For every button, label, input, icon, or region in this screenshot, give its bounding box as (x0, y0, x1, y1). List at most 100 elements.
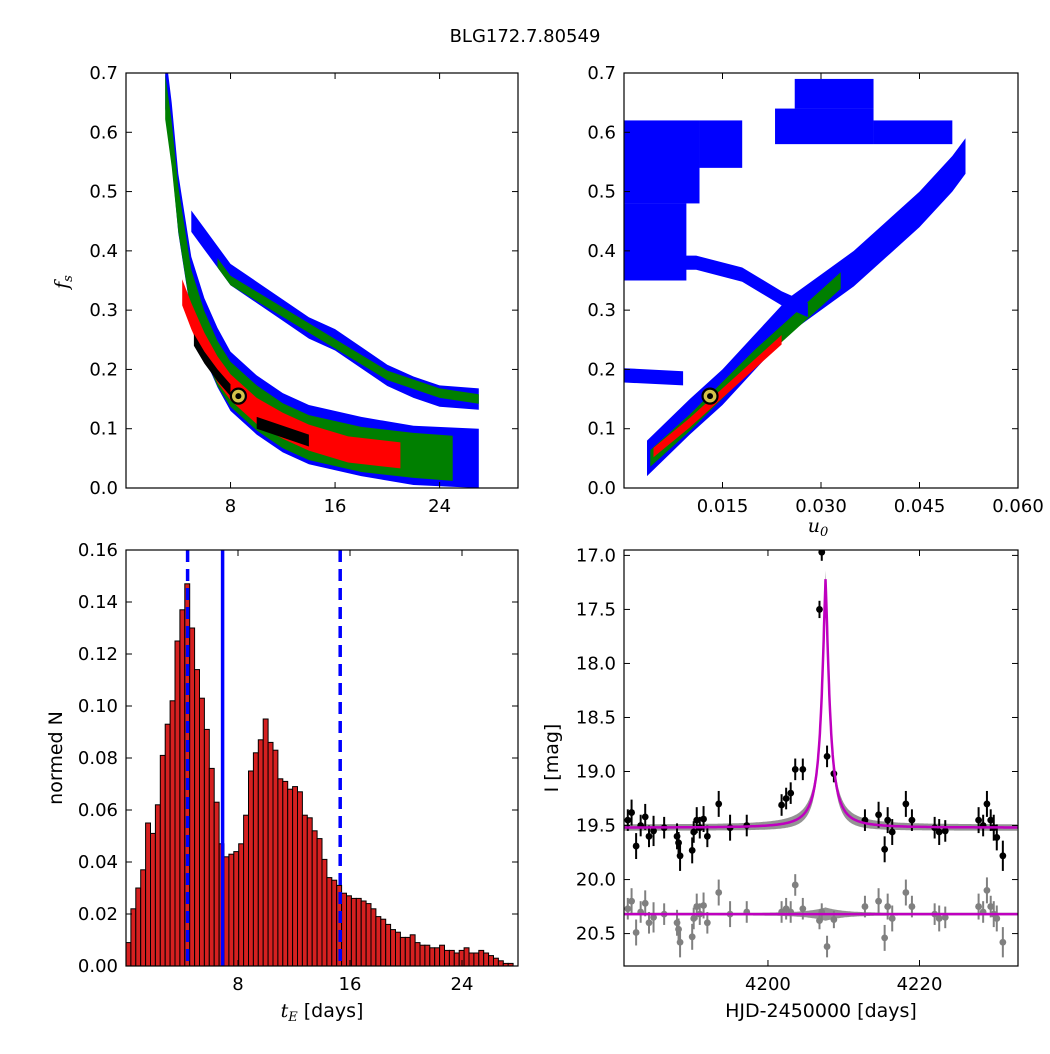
y-tick-label: 0.5 (587, 182, 616, 203)
data-point (703, 919, 711, 927)
histogram-bar (252, 752, 259, 967)
histogram-bar (248, 770, 254, 967)
histogram-bar (395, 931, 401, 967)
histogram-bar (390, 929, 397, 967)
data-point (700, 815, 707, 823)
x-tick-label: 4200 (745, 974, 791, 995)
data-point (632, 842, 640, 850)
heatmap-region (191, 210, 479, 410)
y-tick-label: 17.0 (576, 545, 616, 566)
data-point (823, 752, 831, 760)
histogram-bar (483, 952, 490, 967)
data-point (715, 889, 723, 896)
histogram-bar (297, 791, 303, 967)
data-point (884, 903, 892, 910)
heatmap-blob (699, 120, 743, 168)
histogram-bar (424, 944, 431, 967)
y-tick-label: 0.16 (78, 540, 118, 561)
heatmap-cells (624, 78, 966, 477)
data-point (818, 550, 826, 556)
y-tick-label: 0.08 (78, 748, 118, 769)
y-tick-label: 0.3 (587, 300, 616, 321)
histogram-bar (140, 869, 147, 967)
histogram-bar (331, 879, 338, 967)
histogram-bar (350, 897, 357, 967)
y-tick-label: 0.0 (587, 478, 616, 499)
x-tick-label: 0.045 (894, 496, 946, 517)
data-point (628, 897, 635, 905)
data-point (688, 846, 696, 854)
histogram-bar (194, 669, 201, 967)
x-tick-label: 16 (339, 974, 362, 995)
data-point (993, 834, 1001, 841)
data-point (676, 938, 684, 946)
heatmap-region (165, 74, 453, 481)
y-tick-label: 19.0 (576, 762, 616, 783)
data-point (935, 828, 943, 836)
y-tick-label: 0.0 (89, 478, 118, 499)
data-point (861, 903, 869, 910)
histogram-bar (208, 767, 215, 967)
histogram-bar (267, 741, 274, 967)
y-tick-label: 18.0 (576, 653, 616, 674)
data-point (799, 905, 807, 913)
data-point (650, 827, 657, 835)
data-point (645, 919, 653, 927)
histogram-bar (125, 942, 132, 967)
histogram-bar (272, 749, 279, 967)
histogram-bar (326, 877, 333, 967)
data-point (941, 913, 949, 921)
histogram-bar (311, 830, 318, 967)
x-axis-label-hjd: HJD-2450000 [days] (725, 1000, 917, 1022)
x-tick-label: 0.030 (795, 496, 847, 517)
model-curve (624, 579, 1018, 829)
best-fit-marker-center (707, 393, 714, 400)
histogram-bar (414, 942, 421, 967)
y-tick-label: 20.5 (576, 924, 616, 945)
data-point (987, 816, 995, 824)
data-point (902, 800, 910, 808)
data-point (624, 816, 632, 824)
heatmap-blob (794, 78, 874, 109)
data-point (688, 933, 696, 941)
histogram-bar (493, 957, 499, 967)
data-point (983, 800, 991, 808)
data-point (676, 852, 684, 860)
histogram-bar (419, 944, 426, 967)
x-tick-label: 16 (324, 496, 347, 517)
histogram-bar (243, 814, 250, 967)
histogram-bar (478, 949, 485, 967)
histogram-bar (488, 955, 495, 967)
data-point (703, 832, 711, 840)
data-point (645, 832, 653, 840)
data-point (975, 816, 982, 824)
histogram-bar (375, 916, 382, 967)
data-point (690, 828, 698, 836)
data-point (902, 889, 910, 896)
data-point (782, 795, 790, 802)
histogram-bar (174, 640, 181, 967)
y-tick-label: 0.14 (78, 592, 118, 613)
histogram-bar (159, 754, 166, 967)
data-point (693, 816, 701, 824)
histogram-bar (203, 728, 210, 967)
histogram-bar (409, 934, 416, 967)
x-tick-label: 4220 (897, 974, 943, 995)
data-point (690, 915, 698, 922)
x-tick-label: 24 (451, 974, 474, 995)
histogram-bar (463, 947, 470, 967)
y-axis-label-normed: normed N (45, 711, 67, 805)
lightcurve-body (624, 550, 1018, 958)
histogram-bar (262, 718, 269, 967)
histogram-bar (184, 583, 191, 967)
histogram-bar (355, 897, 362, 967)
heatmap-blob (775, 108, 874, 145)
y-tick-label: 0.7 (587, 63, 616, 84)
histogram-bar (223, 856, 230, 967)
data-point (823, 943, 831, 950)
y-tick-label: 0.3 (89, 300, 118, 321)
histogram-bar (497, 960, 504, 967)
data-point (650, 913, 657, 921)
data-point (715, 800, 723, 808)
histogram-bar (404, 936, 411, 967)
